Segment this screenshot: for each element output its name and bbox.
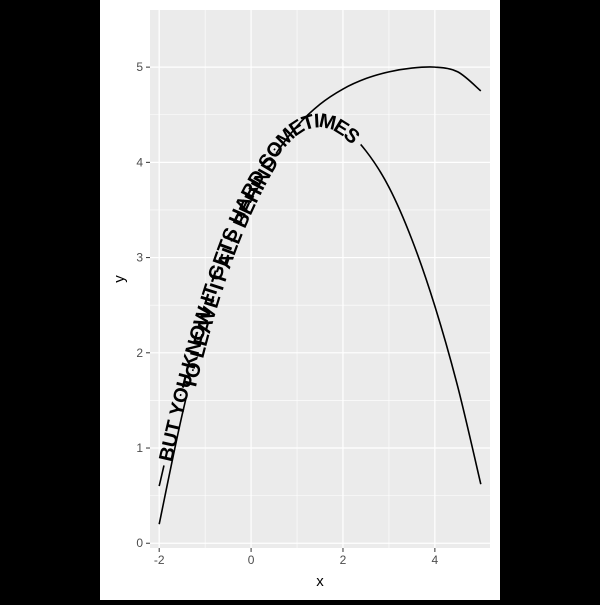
x-tick-label: 0 (248, 553, 255, 567)
series-line (158, 119, 482, 487)
y-axis-title: y (111, 275, 128, 283)
plot-panel (150, 10, 490, 548)
x-axis-title: x (316, 573, 324, 590)
grid-major (150, 10, 490, 548)
x-tick-label: -2 (154, 553, 165, 567)
x-tick-label: 4 (432, 553, 439, 567)
y-tick-label: 3 (136, 251, 143, 265)
y-tick-label: 1 (136, 441, 143, 455)
x-tick-label: 2 (340, 553, 347, 567)
y-tick-label: 2 (136, 346, 143, 360)
axes: -2 0 2 4 0 1 2 3 4 5 (136, 60, 438, 567)
y-tick-label: 0 (136, 536, 143, 550)
series-line (158, 66, 482, 525)
grid-minor (150, 10, 490, 548)
y-tick-label: 5 (136, 60, 143, 74)
y-tick-label: 4 (136, 155, 143, 169)
